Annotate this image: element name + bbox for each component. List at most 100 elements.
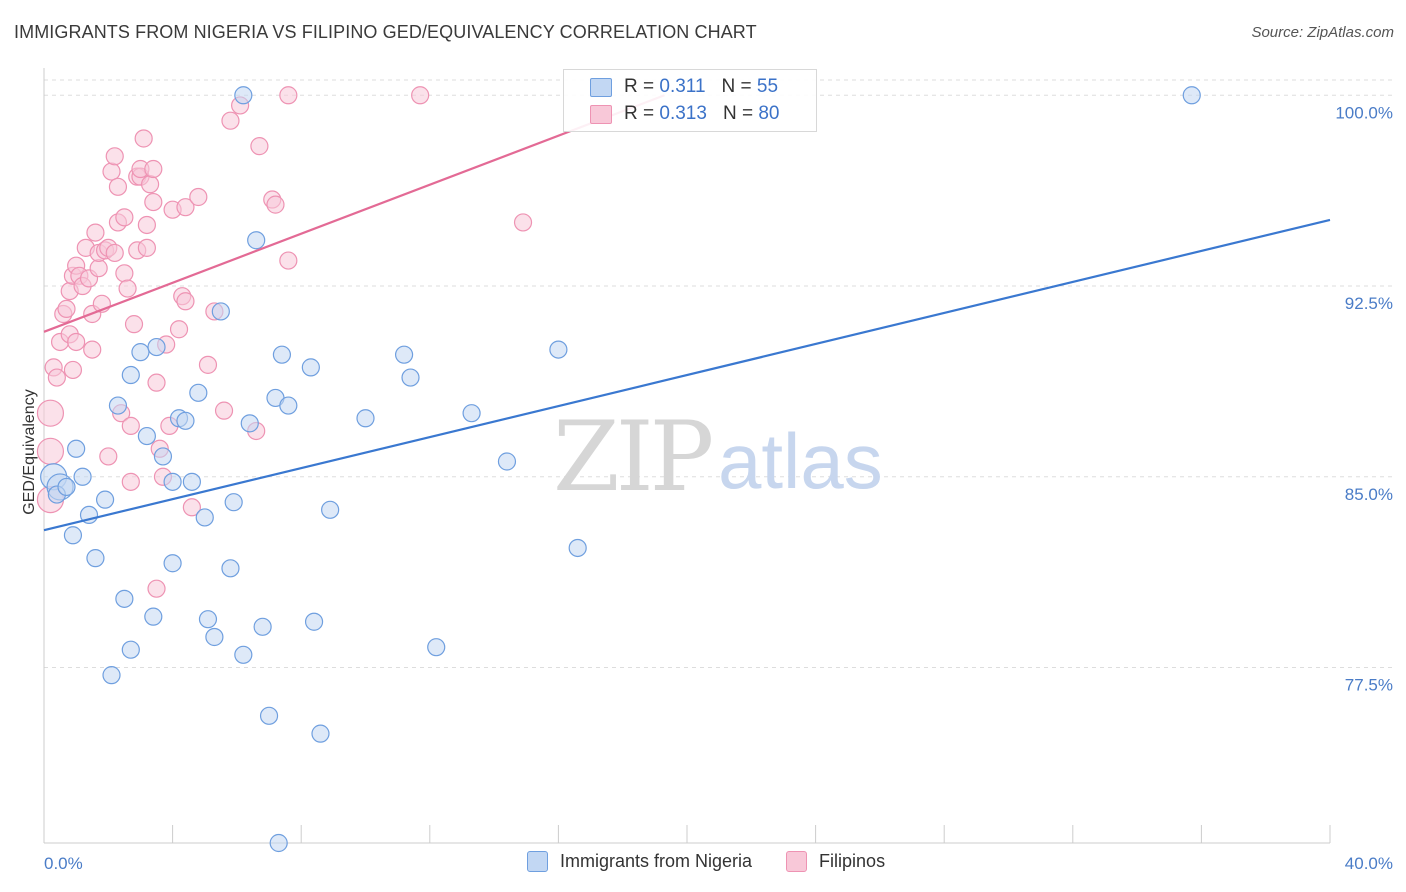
legend-r-value: 0.313 <box>659 103 707 124</box>
nigeria-point <box>102 666 121 685</box>
legend-label-filipinos: Filipinos <box>819 851 886 871</box>
filipino-point <box>105 243 124 263</box>
chart-title: IMMIGRANTS FROM NIGERIA VS FILIPINO GED/… <box>14 22 757 42</box>
y-tick-label: 85.0% <box>1345 485 1393 504</box>
nigeria-point <box>253 617 272 636</box>
nigeria-point <box>462 404 481 423</box>
filipino-point <box>147 373 166 392</box>
nigeria-point <box>311 724 330 743</box>
filipino-point <box>124 315 144 334</box>
filipino-point <box>189 187 208 207</box>
series-legend: Immigrants from Nigeria Filipinos <box>527 851 919 872</box>
filipino-point <box>115 264 134 283</box>
legend-n-value: 80 <box>758 103 780 124</box>
legend-r-label: R = <box>624 103 655 124</box>
nigeria-point <box>279 396 298 415</box>
nigeria-point <box>427 638 446 657</box>
nigeria-point <box>86 549 105 568</box>
legend-r-value: 0.311 <box>659 76 706 97</box>
nigeria-point <box>1182 86 1201 105</box>
x-tick-label: 40.0% <box>1345 854 1393 873</box>
y-tick-label: 77.5% <box>1345 676 1393 695</box>
watermark: ZIP atlas <box>553 401 883 513</box>
axes <box>43 68 1331 844</box>
legend-n-value: 55 <box>756 76 779 97</box>
y-tick-label: 100.0% <box>1335 103 1393 122</box>
source-label: Source: ZipAtlas.com <box>1251 24 1394 41</box>
nigeria-point <box>121 640 140 659</box>
filipino-point <box>36 399 65 427</box>
nigeria-point <box>356 409 375 428</box>
nigeria-point <box>137 426 156 446</box>
nigeria-point <box>189 383 208 402</box>
nigeria-point <box>269 833 288 853</box>
filipino-point <box>279 86 298 105</box>
filipino-point <box>169 320 189 339</box>
filipino-point <box>134 129 153 148</box>
nigeria-point <box>63 526 83 545</box>
nigeria-point <box>131 343 150 362</box>
watermark-zip: ZIP <box>553 401 712 513</box>
legend-swatch-filipino <box>590 104 612 124</box>
correlation-legend: R = 0.311 N = 55 R = 0.313 N = 80 <box>563 69 817 132</box>
nigeria-point <box>321 500 340 519</box>
filipino-point <box>99 447 118 466</box>
nigeria-point <box>195 508 214 527</box>
legend-label-nigeria: Immigrants from Nigeria <box>560 851 753 871</box>
legend-row-nigeria: R = 0.311 N = 55 <box>564 74 778 100</box>
nigeria-point <box>247 231 266 250</box>
legend-n-label: N = <box>722 103 754 124</box>
nigeria-point <box>95 490 115 509</box>
nigeria-point <box>234 645 253 664</box>
filipino-point <box>86 223 105 242</box>
nigeria-point <box>121 365 140 385</box>
filipino-point <box>176 292 195 311</box>
legend-swatch-nigeria <box>590 77 612 97</box>
nigeria-point <box>304 612 324 631</box>
filipino-trend-line <box>43 94 665 333</box>
nigeria-point <box>549 340 568 359</box>
filipino-point <box>36 437 65 465</box>
filipino-point <box>137 215 156 235</box>
nigeria-point <box>115 589 134 608</box>
nigeria-point <box>163 472 182 491</box>
nigeria-trend-line <box>43 218 1331 532</box>
filipino-point <box>147 579 166 598</box>
filipino-point <box>83 340 102 359</box>
nigeria-point <box>224 493 243 512</box>
nigeria-point <box>163 554 182 573</box>
filipino-point <box>115 208 134 227</box>
nigeria-point <box>568 538 587 558</box>
legend-item-nigeria[interactable]: Immigrants from Nigeria <box>527 851 752 872</box>
nigeria-point <box>221 559 240 578</box>
filipino-point <box>266 195 285 214</box>
nigeria-point <box>259 706 279 725</box>
filipino-point <box>121 416 140 435</box>
nigeria-point <box>182 472 201 491</box>
filipino-point <box>250 137 269 156</box>
filipino-point <box>89 259 108 278</box>
filipino-point <box>102 162 121 181</box>
filipino-point <box>182 498 201 517</box>
legend-item-filipinos[interactable]: Filipinos <box>786 851 885 872</box>
filipino-point <box>108 177 128 196</box>
trend-lines <box>43 94 1331 532</box>
x-tick-labels: 0.0% 40.0% <box>44 854 1393 873</box>
filipino-point <box>214 401 234 420</box>
y-axis-label: GED/Equivalency <box>21 389 38 514</box>
gridlines <box>44 79 1395 669</box>
nigeria-point <box>272 345 292 364</box>
nigeria-point <box>234 86 253 105</box>
nigeria-point <box>240 414 259 433</box>
filipino-point <box>121 472 140 491</box>
filipino-point <box>137 238 156 257</box>
nigeria-point <box>67 439 86 458</box>
filipino-point <box>63 360 83 380</box>
nigeria-point <box>153 447 173 466</box>
nigeria-point <box>401 368 420 387</box>
legend-swatch-filipinos <box>786 851 808 872</box>
legend-swatch-nigeria <box>527 851 548 872</box>
nigeria-point <box>57 477 76 497</box>
filipino-point <box>47 368 66 387</box>
